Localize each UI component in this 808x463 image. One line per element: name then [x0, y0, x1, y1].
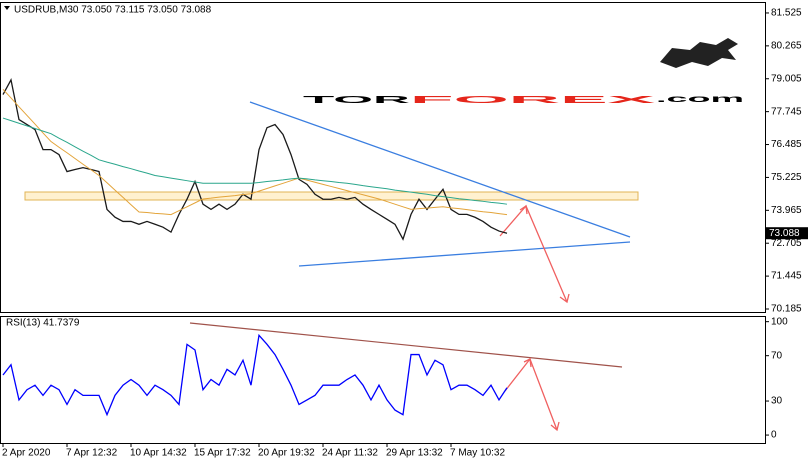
- y-tick-label: 71.445: [771, 271, 802, 282]
- logo-text: .com: [656, 94, 744, 105]
- price-pane: [0, 2, 766, 313]
- y-tick-label: 76.485: [771, 139, 802, 150]
- arrow-head: [523, 358, 532, 368]
- logo-bull: [660, 38, 738, 68]
- logo-text: FOREX: [410, 95, 657, 106]
- logo: TOR FOREX .com: [303, 38, 744, 106]
- arrow-head: [550, 421, 560, 432]
- x-tick-label: 15 Apr 17:32: [194, 448, 251, 459]
- y-tick-label: 75.225: [771, 172, 802, 183]
- title-icon: [4, 6, 10, 10]
- series-line: [2, 88, 508, 216]
- y-tick-label: 30: [771, 396, 783, 407]
- rsi-trend-line: [189, 322, 623, 368]
- arrow-head: [519, 204, 528, 215]
- price-tag: [766, 227, 808, 240]
- chart-title: USDRUB,M30 73.050 73.115 73.050 73.088: [14, 5, 212, 16]
- price-tag-label: 73.088: [769, 228, 800, 239]
- trend-line: [249, 101, 631, 238]
- x-tick-label: 10 Apr 14:32: [130, 448, 187, 459]
- y-tick-label: 100: [771, 316, 788, 327]
- x-tick-label: 29 Apr 13:32: [386, 448, 443, 459]
- y-tick-label: 81.525: [771, 8, 802, 19]
- series-line: [2, 333, 508, 417]
- y-tick-label: 72.705: [771, 238, 802, 249]
- logo-text: TOR: [303, 95, 414, 106]
- trend-line: [298, 241, 631, 267]
- y-tick-label: 80.265: [771, 40, 802, 51]
- rsi-pane: [0, 316, 766, 444]
- y-tick-label: 70.185: [771, 304, 802, 315]
- rsi-title: RSI(13) 41.7379: [6, 318, 80, 329]
- series-line: [2, 78, 508, 241]
- y-tick-label: 77.745: [771, 106, 802, 117]
- y-tick-label: 70: [771, 350, 783, 361]
- x-tick-label: 7 May 10:32: [450, 448, 505, 459]
- y-tick-label: 0: [771, 430, 777, 441]
- arrow-head: [559, 293, 570, 304]
- series-line: [2, 117, 508, 205]
- support-zone: [24, 191, 639, 201]
- forecast-arrows: [499, 204, 570, 432]
- x-tick-label: 20 Apr 19:32: [258, 448, 315, 459]
- x-tick-label: 2 Apr 2020: [2, 448, 51, 459]
- x-tick-label: 24 Apr 11:32: [322, 448, 378, 459]
- y-tick-label: 79.005: [771, 73, 802, 84]
- x-tick-label: 7 Apr 12:32: [66, 448, 118, 459]
- y-tick-label: 73.965: [771, 205, 802, 216]
